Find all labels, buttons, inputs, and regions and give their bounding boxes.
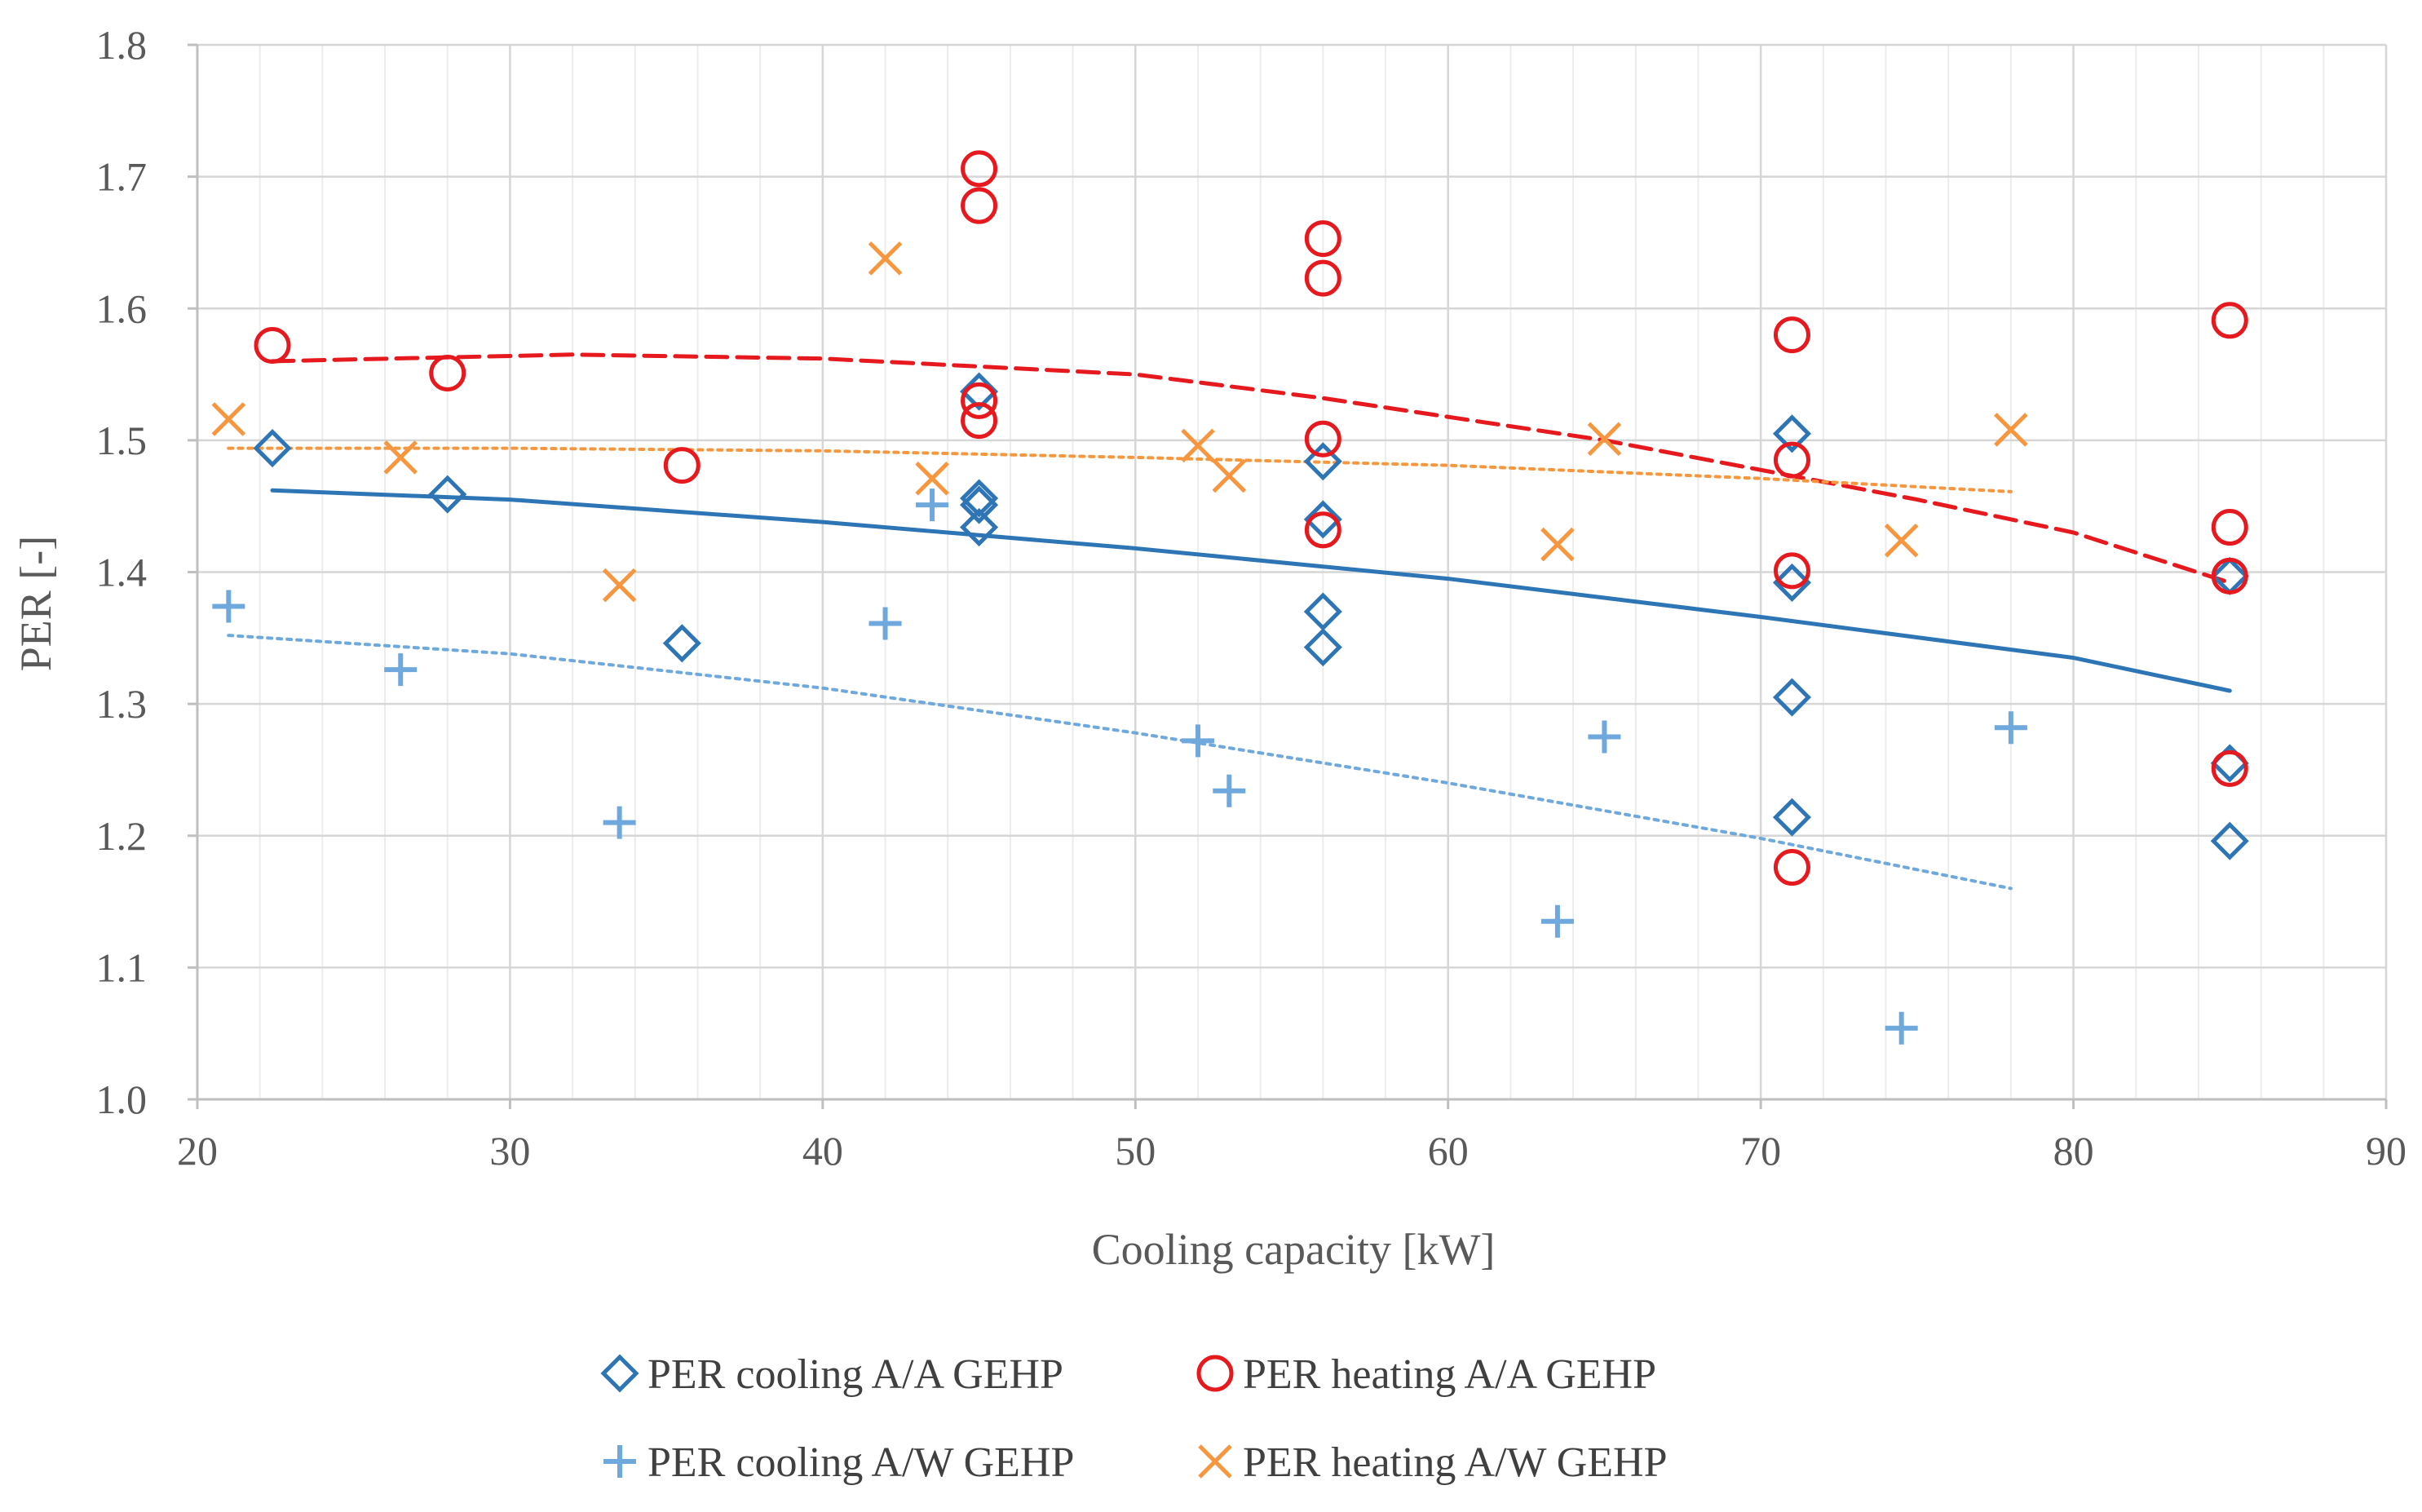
x-tick-label: 80 — [2053, 1128, 2094, 1174]
data-point-circle — [1773, 316, 1810, 354]
y-tick-label: 1.2 — [96, 813, 148, 859]
x-tick-label: 70 — [1740, 1128, 1781, 1174]
x-tick-label: 20 — [177, 1128, 218, 1174]
trendline-x — [227, 446, 2013, 493]
trendline-plus — [227, 634, 2013, 891]
data-point-diamond — [428, 475, 467, 514]
y-tick-label: 1.0 — [96, 1077, 148, 1122]
legend-label: PER heating A/A GEHP — [1243, 1351, 1656, 1398]
x-tick-label: 90 — [2366, 1128, 2407, 1174]
data-point-diamond — [1303, 592, 1342, 631]
data-point-diamond — [1303, 500, 1342, 539]
data-point-plus — [1213, 774, 1246, 807]
data-point-circle — [2211, 749, 2248, 787]
legend: PER cooling A/A GEHP PER heating A/A GEHP… — [600, 1351, 1667, 1486]
data-point-circle — [961, 402, 998, 440]
trendlines — [227, 352, 2232, 891]
data-point-diamond — [1303, 628, 1342, 667]
data-point-plus — [1885, 1011, 1918, 1045]
legend-marker-x — [1198, 1444, 1232, 1479]
legend-marker-diamond — [600, 1354, 639, 1393]
data-point-circle — [1304, 420, 1341, 458]
data-point-diamond — [1772, 798, 1812, 837]
data-point-diamond — [2210, 821, 2249, 860]
gridlines — [197, 43, 2388, 1099]
axes: 20 30 40 50 60 70 80 90 1.0 1.1 1.2 1.3 1.4 1.5 1.6 1.7… — [96, 22, 2407, 1174]
y-tick-label: 1.8 — [96, 22, 148, 68]
data-point-diamond — [960, 508, 999, 547]
data-points — [211, 150, 2249, 1045]
data-point-x — [1181, 428, 1215, 463]
data-point-x — [1540, 527, 1575, 562]
x-tick-label: 30 — [489, 1128, 530, 1174]
legend-label: PER cooling A/A GEHP — [647, 1351, 1063, 1398]
data-point-diamond — [1772, 414, 1812, 453]
legend-label: PER heating A/W GEHP — [1243, 1439, 1667, 1486]
data-point-circle — [663, 447, 701, 484]
data-point-circle — [1773, 441, 1810, 479]
y-tick-label: 1.1 — [96, 944, 148, 990]
data-point-circle — [961, 187, 998, 224]
data-point-plus — [212, 590, 245, 623]
data-point-x — [1884, 523, 1919, 558]
data-point-diamond — [662, 624, 701, 663]
data-point-x — [383, 440, 418, 475]
data-point-plus — [384, 653, 418, 687]
x-axis-title: Cooling capacity [kW] — [1092, 1225, 1496, 1274]
data-point-plus — [1181, 724, 1214, 758]
x-tick-label: 50 — [1115, 1128, 1156, 1174]
data-point-diamond — [1772, 563, 1812, 602]
data-point-x — [915, 461, 949, 496]
data-point-circle — [429, 354, 466, 391]
data-point-x — [1587, 422, 1622, 457]
data-point-circle — [1304, 220, 1341, 258]
data-point-diamond — [960, 485, 999, 524]
data-point-x — [211, 402, 246, 436]
data-point-circle — [2211, 302, 2248, 339]
legend-marker-circle — [1196, 1355, 1234, 1392]
y-axis-title: PER [-] — [11, 536, 60, 671]
y-tick-label: 1.3 — [96, 681, 148, 727]
data-point-circle — [961, 382, 998, 419]
data-point-circle — [2211, 557, 2248, 595]
data-point-plus — [868, 607, 902, 640]
trendline-diamond — [270, 488, 2232, 693]
data-point-circle — [254, 327, 291, 365]
data-point-x — [868, 241, 903, 276]
data-point-plus — [1540, 904, 1574, 938]
data-point-circle — [1773, 849, 1810, 886]
data-point-circle — [1773, 552, 1810, 590]
legend-label: PER cooling A/W GEHP — [647, 1439, 1074, 1486]
data-point-diamond — [960, 479, 999, 518]
data-point-circle — [961, 150, 998, 188]
y-tick-label: 1.4 — [96, 550, 148, 595]
data-point-x — [602, 568, 637, 603]
y-tick-label: 1.6 — [96, 285, 148, 331]
data-point-x — [1212, 458, 1247, 493]
data-point-plus — [1994, 711, 2027, 745]
data-point-diamond — [1772, 678, 1812, 717]
trendline-circle — [270, 352, 2232, 585]
data-point-plus — [916, 489, 949, 522]
data-point-circle — [1304, 259, 1341, 297]
data-point-plus — [603, 806, 636, 839]
data-point-diamond — [253, 429, 292, 468]
x-tick-label: 40 — [802, 1128, 843, 1174]
data-point-x — [1994, 413, 2028, 447]
data-point-plus — [1588, 720, 1621, 754]
data-point-circle — [2211, 509, 2248, 546]
data-point-diamond — [1303, 442, 1342, 481]
y-tick-label: 1.5 — [96, 418, 148, 463]
data-point-circle — [1304, 511, 1341, 549]
legend-marker-plus — [603, 1445, 636, 1478]
y-tick-label: 1.7 — [96, 154, 148, 200]
x-tick-label: 60 — [1428, 1128, 1469, 1174]
